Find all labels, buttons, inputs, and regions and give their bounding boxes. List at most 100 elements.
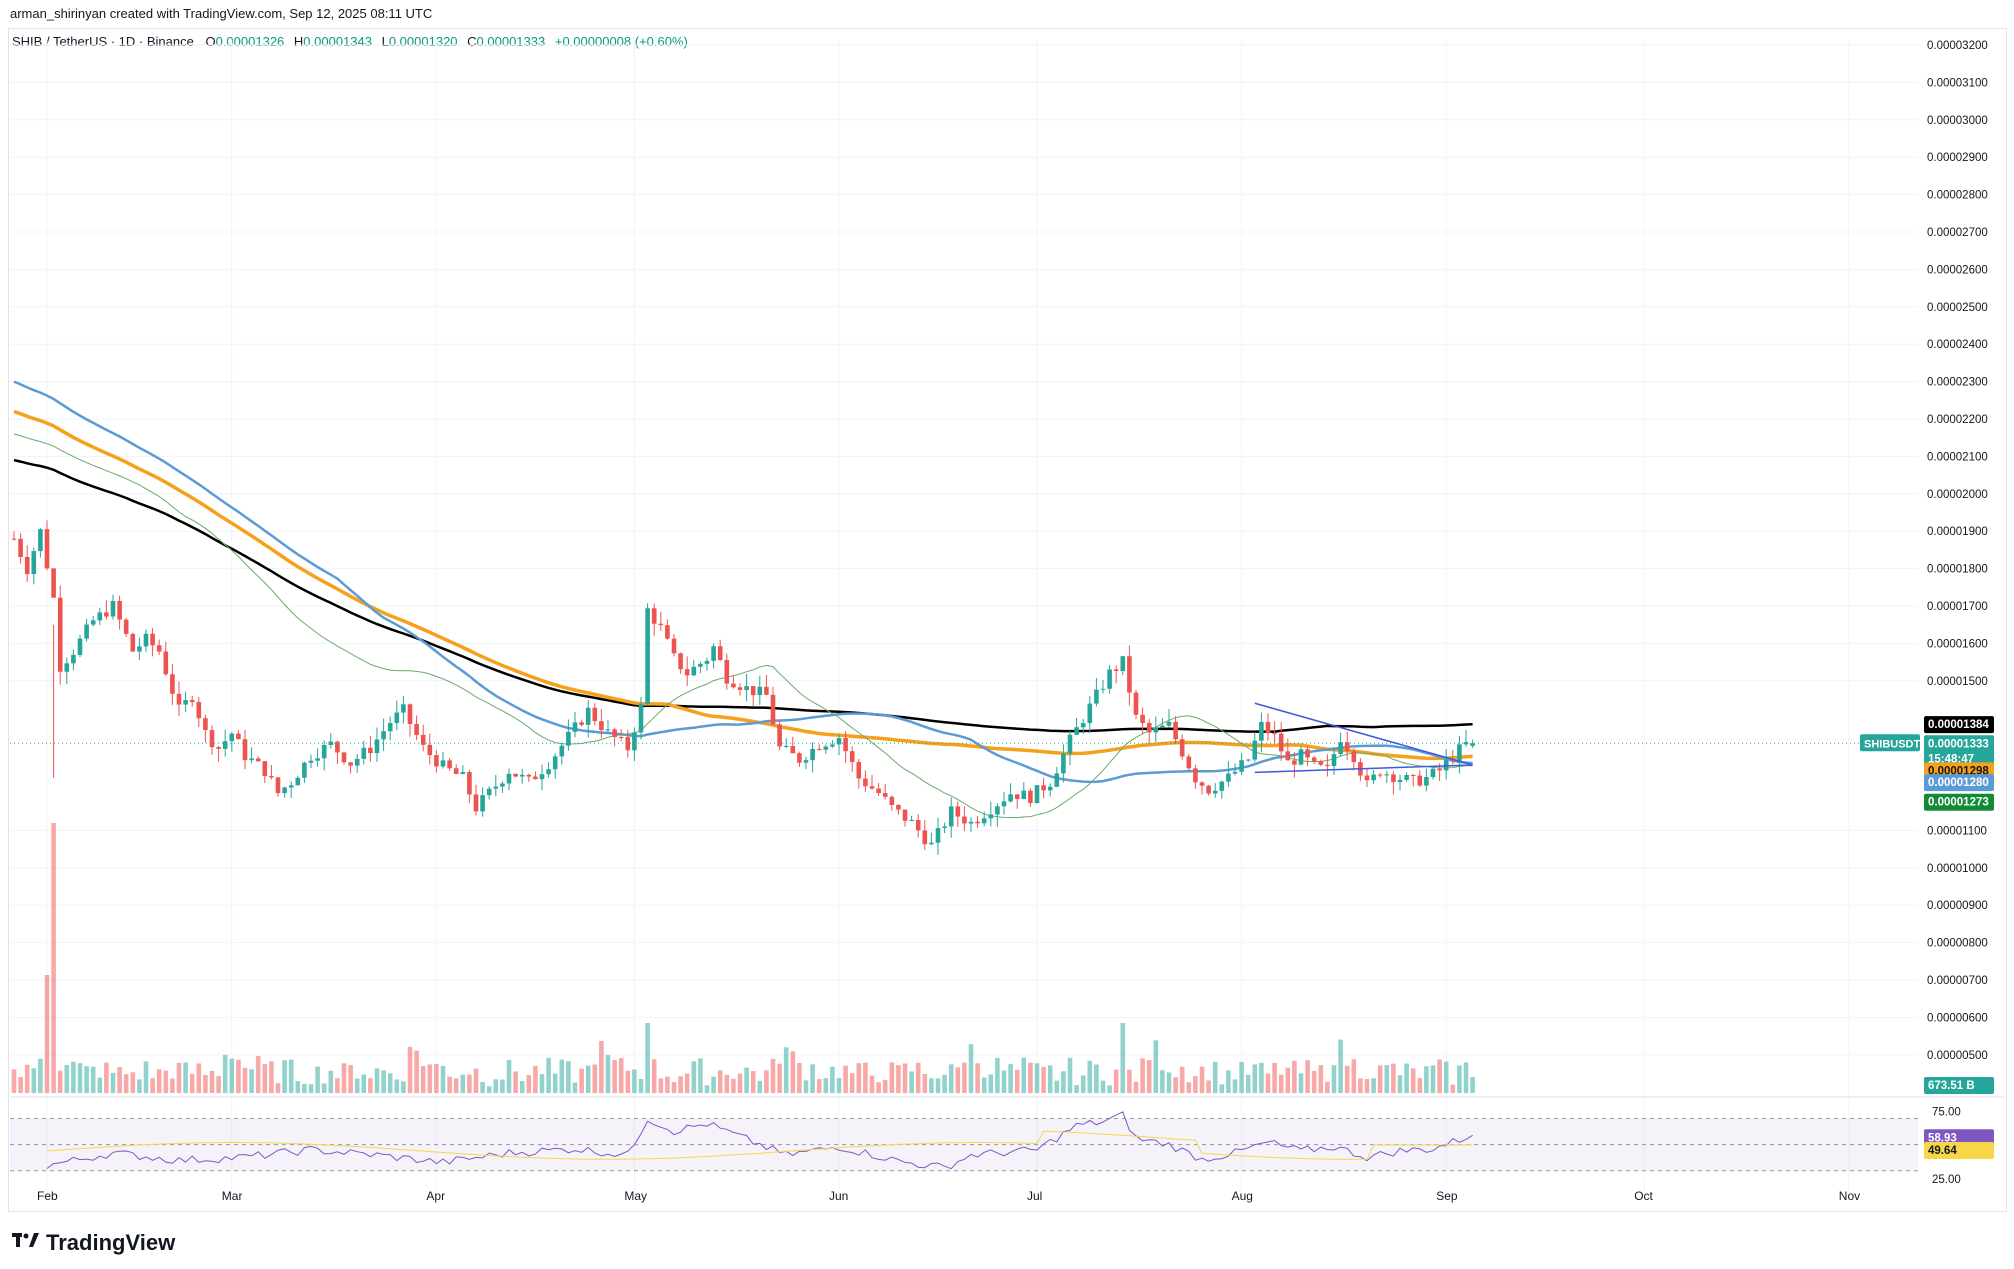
- candle-body[interactable]: [143, 633, 149, 647]
- candle-body[interactable]: [374, 739, 380, 754]
- candle-body[interactable]: [407, 704, 413, 724]
- trendline-upper[interactable]: [1254, 702, 1473, 766]
- candle-body[interactable]: [1146, 723, 1152, 733]
- candle-body[interactable]: [460, 772, 466, 774]
- candle-body[interactable]: [711, 646, 716, 661]
- candle-body[interactable]: [341, 752, 347, 763]
- candle-body[interactable]: [295, 777, 301, 786]
- candle-body[interactable]: [698, 663, 703, 667]
- candle-body[interactable]: [539, 774, 545, 780]
- candle-body[interactable]: [130, 633, 136, 652]
- candle-body[interactable]: [764, 686, 769, 695]
- candle-body[interactable]: [467, 772, 472, 795]
- candle-body[interactable]: [1331, 754, 1337, 767]
- candle-body[interactable]: [308, 760, 314, 763]
- candle-body[interactable]: [625, 737, 631, 751]
- candle-body[interactable]: [506, 773, 512, 784]
- candle-body[interactable]: [526, 774, 532, 777]
- candle-body[interactable]: [1199, 782, 1205, 786]
- candle-body[interactable]: [1457, 744, 1462, 761]
- candle-body[interactable]: [1094, 689, 1099, 704]
- candle-body[interactable]: [942, 826, 947, 829]
- candle-body[interactable]: [447, 760, 452, 769]
- candle-body[interactable]: [31, 551, 37, 575]
- candle-body[interactable]: [1074, 727, 1079, 735]
- candle-body[interactable]: [856, 762, 862, 779]
- candle-body[interactable]: [1067, 734, 1073, 754]
- candle-body[interactable]: [823, 746, 829, 750]
- candle-body[interactable]: [282, 787, 287, 794]
- candle-body[interactable]: [1252, 740, 1258, 760]
- candle-body[interactable]: [632, 732, 637, 751]
- candle-body[interactable]: [11, 538, 17, 540]
- candle-body[interactable]: [321, 744, 327, 759]
- candle-body[interactable]: [869, 786, 875, 789]
- candle-body[interactable]: [84, 624, 89, 639]
- candle-body[interactable]: [18, 538, 23, 557]
- candle-body[interactable]: [922, 830, 928, 845]
- candle-body[interactable]: [1318, 761, 1324, 765]
- candle-body[interactable]: [269, 776, 274, 778]
- candle-body[interactable]: [757, 686, 763, 696]
- candle-body[interactable]: [1100, 688, 1106, 690]
- candle-body[interactable]: [434, 755, 439, 767]
- candle-body[interactable]: [988, 814, 994, 819]
- candle-body[interactable]: [777, 724, 782, 747]
- candle-body[interactable]: [889, 796, 895, 805]
- candle-body[interactable]: [1344, 742, 1350, 752]
- candle-body[interactable]: [1430, 768, 1436, 778]
- candle-body[interactable]: [57, 597, 63, 672]
- candle-body[interactable]: [1080, 723, 1086, 728]
- candle-body[interactable]: [533, 776, 538, 780]
- candle-body[interactable]: [1140, 714, 1145, 724]
- candle-body[interactable]: [354, 758, 360, 766]
- candle-body[interactable]: [638, 703, 644, 733]
- candle-body[interactable]: [790, 745, 796, 754]
- candle-body[interactable]: [1391, 774, 1396, 783]
- candle-body[interactable]: [24, 556, 30, 575]
- candle-body[interactable]: [843, 738, 848, 752]
- candle-body[interactable]: [249, 758, 254, 761]
- candle-body[interactable]: [1021, 790, 1027, 800]
- candle-body[interactable]: [440, 760, 446, 767]
- candle-body[interactable]: [572, 722, 578, 732]
- candle-body[interactable]: [414, 723, 419, 735]
- candle-body[interactable]: [183, 700, 188, 705]
- candle-body[interactable]: [1285, 751, 1291, 761]
- candle-body[interactable]: [163, 651, 169, 675]
- candle-body[interactable]: [605, 729, 611, 731]
- candle-body[interactable]: [724, 659, 730, 684]
- candle-body[interactable]: [1054, 773, 1060, 787]
- candle-body[interactable]: [176, 693, 182, 705]
- candle-body[interactable]: [559, 745, 565, 757]
- candle-body[interactable]: [612, 729, 617, 738]
- candle-body[interactable]: [189, 700, 195, 702]
- candle-body[interactable]: [275, 777, 281, 794]
- candle-body[interactable]: [361, 747, 367, 759]
- candle-body[interactable]: [51, 568, 56, 598]
- candle-body[interactable]: [229, 733, 235, 742]
- candle-body[interactable]: [156, 645, 162, 652]
- candle-body[interactable]: [1384, 774, 1390, 776]
- candle-body[interactable]: [1470, 743, 1475, 746]
- candle-body[interactable]: [618, 737, 624, 739]
- candle-body[interactable]: [1259, 721, 1264, 741]
- candle-body[interactable]: [671, 638, 677, 654]
- candle-body[interactable]: [1127, 656, 1132, 693]
- candle-body[interactable]: [1226, 773, 1231, 782]
- candle-body[interactable]: [935, 828, 941, 843]
- candle-body[interactable]: [684, 669, 690, 676]
- candle-body[interactable]: [1437, 768, 1442, 771]
- candle-body[interactable]: [453, 768, 459, 774]
- candle-body[interactable]: [500, 783, 505, 787]
- candle-body[interactable]: [909, 819, 914, 821]
- candle-body[interactable]: [1305, 749, 1310, 758]
- candle-body[interactable]: [975, 821, 980, 824]
- candle-body[interactable]: [1364, 775, 1370, 781]
- candle-body[interactable]: [645, 608, 650, 704]
- candle-body[interactable]: [830, 744, 835, 747]
- candle-body[interactable]: [77, 638, 83, 655]
- candle-body[interactable]: [546, 769, 551, 775]
- candle-body[interactable]: [599, 721, 604, 731]
